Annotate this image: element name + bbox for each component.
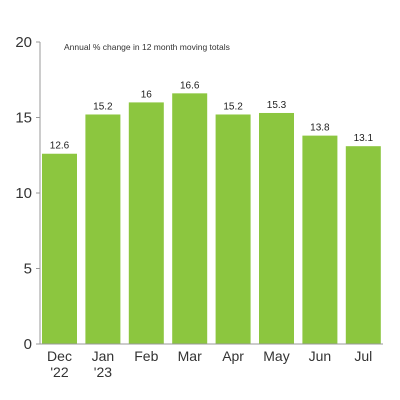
x-tick-label: Jan bbox=[92, 348, 115, 364]
x-tick-label: Feb bbox=[134, 348, 158, 364]
y-tick-label: 5 bbox=[24, 261, 32, 278]
x-tick-label: '23 bbox=[94, 364, 112, 380]
x-tick-label: Mar bbox=[178, 348, 202, 364]
x-tick-label: '22 bbox=[50, 364, 68, 380]
data-label: 12.6 bbox=[50, 141, 70, 152]
data-label: 15.2 bbox=[93, 101, 113, 112]
data-label: 16.6 bbox=[180, 80, 200, 91]
data-label: 13.8 bbox=[310, 123, 330, 134]
data-label: 15.2 bbox=[223, 101, 243, 112]
x-axis: Dec'22 Jan'23 Feb Mar Apr May Jun Jul bbox=[40, 343, 383, 380]
y-tick-label: 15 bbox=[15, 110, 32, 127]
x-tick-label: May bbox=[263, 348, 289, 364]
y-tick-label: 0 bbox=[24, 336, 32, 353]
y-tick-label: 20 bbox=[15, 34, 32, 51]
x-tick-label: Jun bbox=[309, 348, 332, 364]
y-axis: 0 5 10 15 20 bbox=[15, 34, 41, 353]
y-tick-label: 10 bbox=[15, 185, 32, 202]
bar bbox=[302, 135, 338, 344]
x-tick-label: Apr bbox=[222, 348, 244, 364]
x-tick-label: Dec bbox=[47, 348, 72, 364]
bar bbox=[259, 112, 294, 344]
bar bbox=[345, 146, 381, 344]
data-label: 15.3 bbox=[267, 100, 287, 111]
bar bbox=[85, 114, 121, 344]
chart-title: Annual % change in 12 month moving total… bbox=[64, 42, 230, 52]
bars: 12.6 15.2 16 16.6 15.2 15.3 13.8 13.1 bbox=[42, 80, 381, 345]
x-tick-label: Jul bbox=[354, 348, 372, 364]
bar bbox=[42, 153, 77, 344]
data-label: 13.1 bbox=[354, 133, 374, 144]
data-label: 16 bbox=[141, 89, 153, 100]
bar bbox=[128, 102, 164, 345]
bar bbox=[172, 93, 208, 344]
bar bbox=[215, 114, 251, 344]
